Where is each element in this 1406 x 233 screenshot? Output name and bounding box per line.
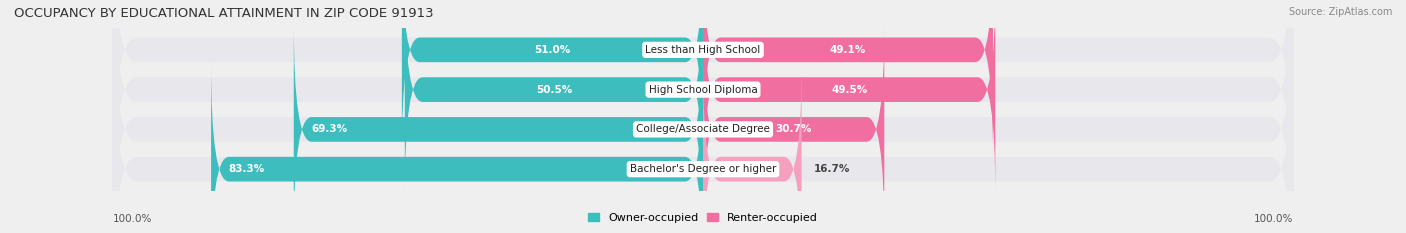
Text: 50.5%: 50.5% — [536, 85, 572, 95]
FancyBboxPatch shape — [112, 0, 1294, 197]
Text: 16.7%: 16.7% — [814, 164, 849, 174]
Text: 30.7%: 30.7% — [776, 124, 811, 134]
FancyBboxPatch shape — [211, 62, 703, 233]
Text: Bachelor's Degree or higher: Bachelor's Degree or higher — [630, 164, 776, 174]
Text: 100.0%: 100.0% — [1254, 214, 1294, 224]
Text: 49.5%: 49.5% — [831, 85, 868, 95]
FancyBboxPatch shape — [294, 22, 703, 233]
FancyBboxPatch shape — [703, 62, 801, 233]
FancyBboxPatch shape — [703, 22, 884, 233]
FancyBboxPatch shape — [112, 22, 1294, 233]
Text: 100.0%: 100.0% — [112, 214, 152, 224]
FancyBboxPatch shape — [112, 0, 1294, 233]
FancyBboxPatch shape — [703, 0, 993, 157]
FancyBboxPatch shape — [112, 0, 1294, 233]
Text: OCCUPANCY BY EDUCATIONAL ATTAINMENT IN ZIP CODE 91913: OCCUPANCY BY EDUCATIONAL ATTAINMENT IN Z… — [14, 7, 433, 20]
FancyBboxPatch shape — [402, 0, 703, 157]
Text: 49.1%: 49.1% — [830, 45, 866, 55]
Text: 69.3%: 69.3% — [312, 124, 347, 134]
Text: 83.3%: 83.3% — [229, 164, 266, 174]
Text: College/Associate Degree: College/Associate Degree — [636, 124, 770, 134]
FancyBboxPatch shape — [405, 0, 703, 197]
Text: Source: ZipAtlas.com: Source: ZipAtlas.com — [1288, 7, 1392, 17]
Legend: Owner-occupied, Renter-occupied: Owner-occupied, Renter-occupied — [583, 209, 823, 227]
Text: Less than High School: Less than High School — [645, 45, 761, 55]
Text: High School Diploma: High School Diploma — [648, 85, 758, 95]
Text: 51.0%: 51.0% — [534, 45, 571, 55]
FancyBboxPatch shape — [703, 0, 995, 197]
